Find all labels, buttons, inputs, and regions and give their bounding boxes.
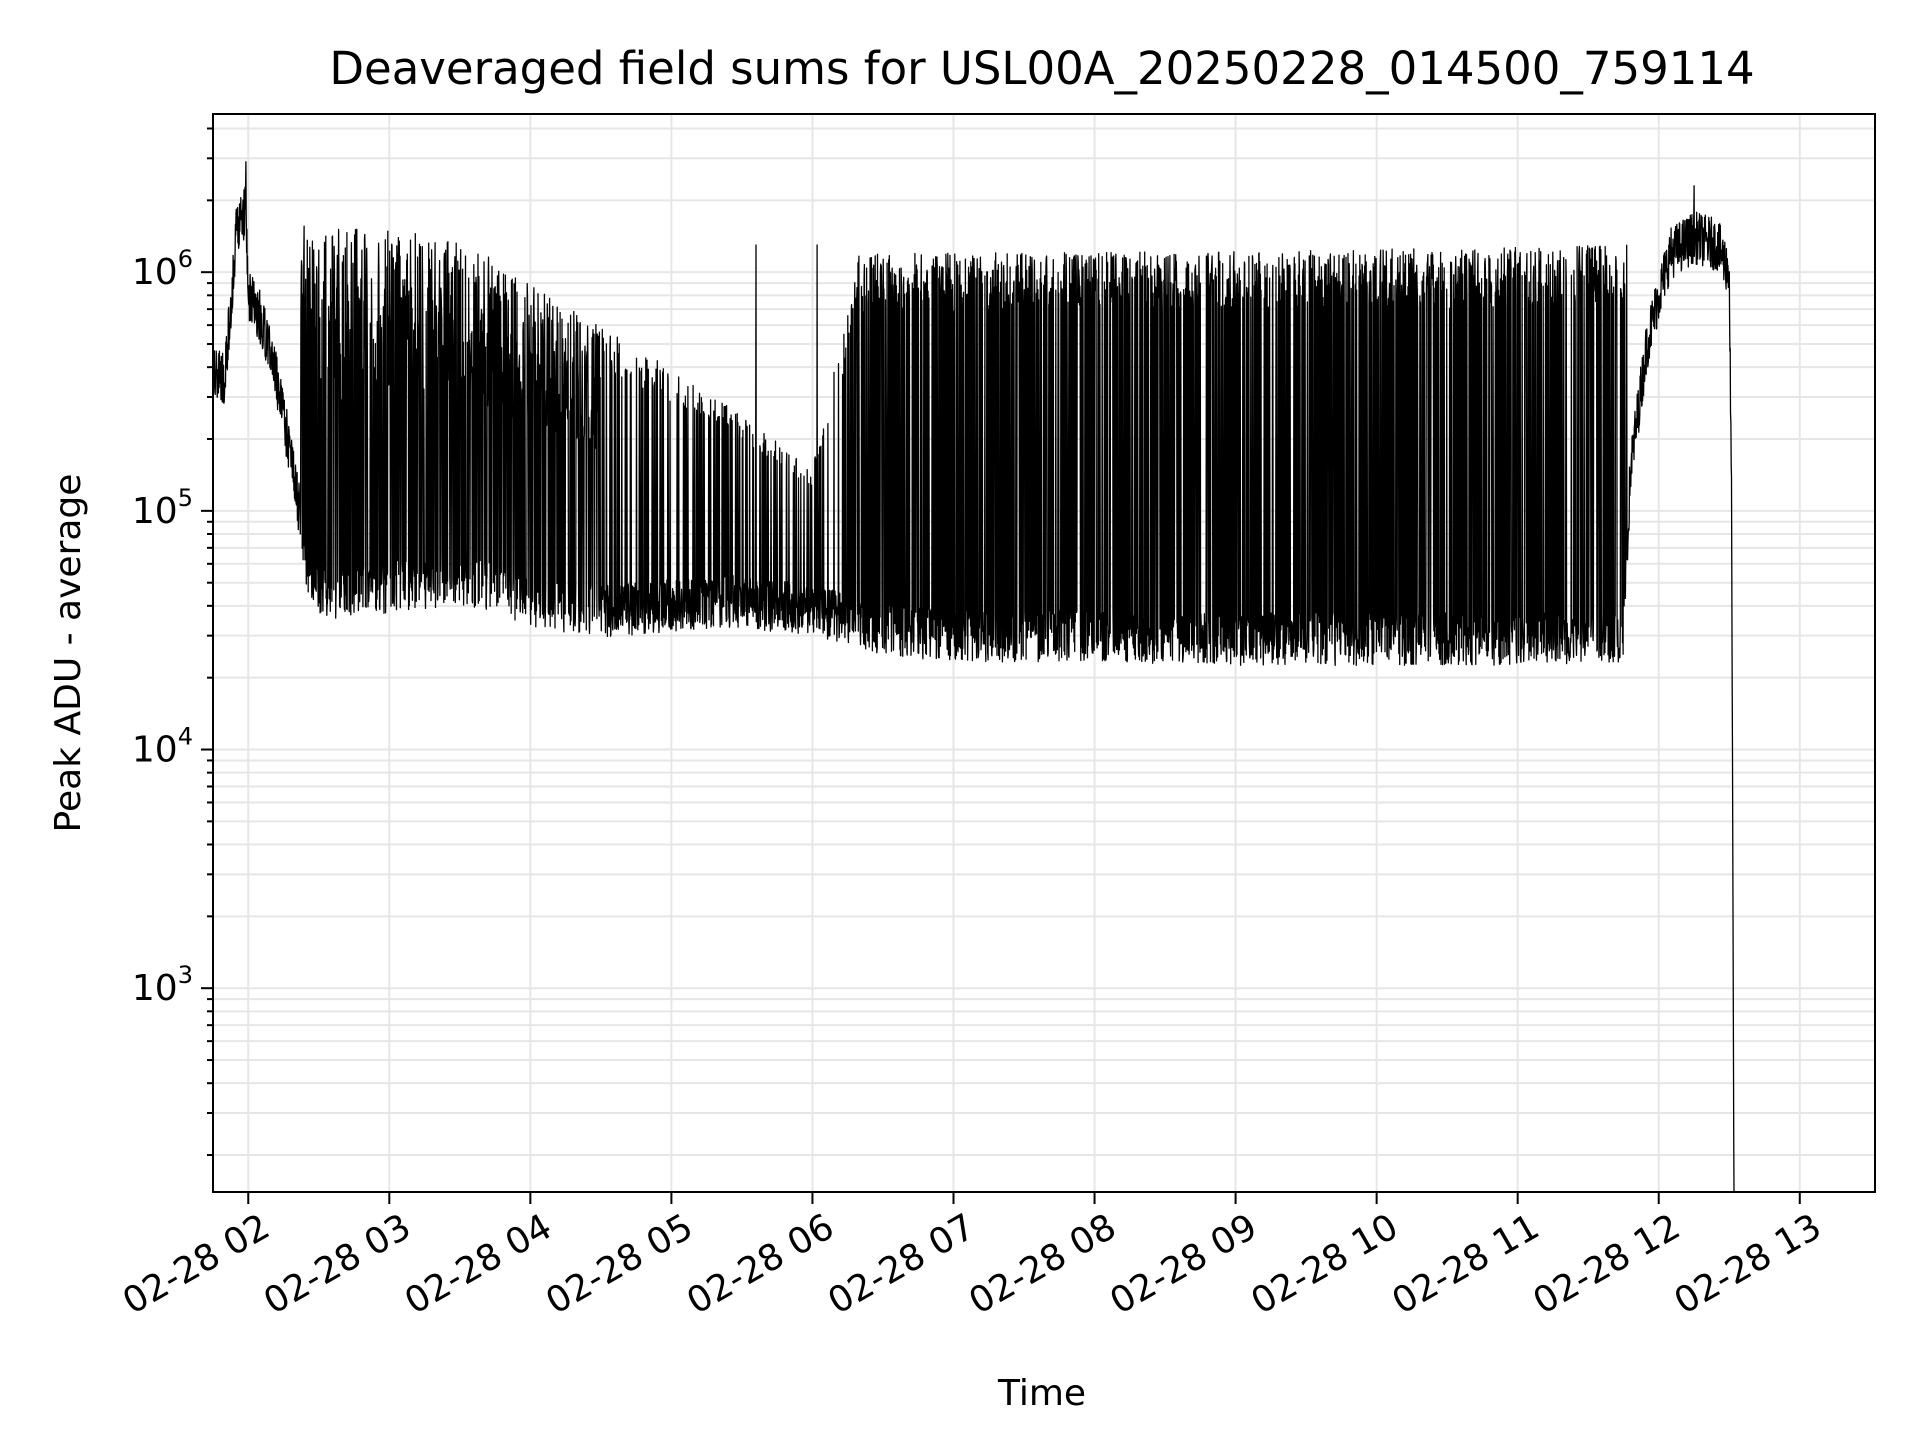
x-tick-label: 02-28 08 — [962, 1206, 1123, 1322]
x-tick-label: 02-28 07 — [821, 1206, 982, 1322]
x-tick-label: 02-28 11 — [1386, 1206, 1547, 1322]
y-tick-label: 104 — [132, 723, 193, 771]
y-axis: 103 104 105 106 — [132, 127, 213, 1157]
x-tick-label: 02-28 05 — [539, 1206, 700, 1322]
x-tick-label: 02-28 09 — [1103, 1206, 1264, 1322]
x-axis-label: Time — [997, 1373, 1086, 1414]
y-axis-label: Peak ADU - average — [48, 474, 89, 833]
x-tick-label: 02-28 13 — [1668, 1206, 1829, 1322]
plot-frame — [212, 113, 1876, 1193]
x-tick-label: 02-28 12 — [1527, 1206, 1688, 1322]
x-tick-label: 02-28 06 — [680, 1206, 841, 1322]
x-tick-label: 02-28 03 — [257, 1206, 418, 1322]
x-tick-label: 02-28 04 — [398, 1206, 559, 1322]
y-tick-label: 106 — [132, 245, 193, 293]
x-tick-label: 02-28 02 — [116, 1206, 277, 1322]
y-tick-label: 103 — [132, 961, 193, 1009]
x-tick-label: 02-28 10 — [1244, 1206, 1405, 1322]
y-tick-label: 105 — [132, 484, 193, 532]
series-line — [212, 161, 1876, 1193]
series-line-peak-adu — [212, 161, 1876, 1193]
chart-title: Deaveraged field sums for USL00A_2025022… — [329, 42, 1754, 95]
